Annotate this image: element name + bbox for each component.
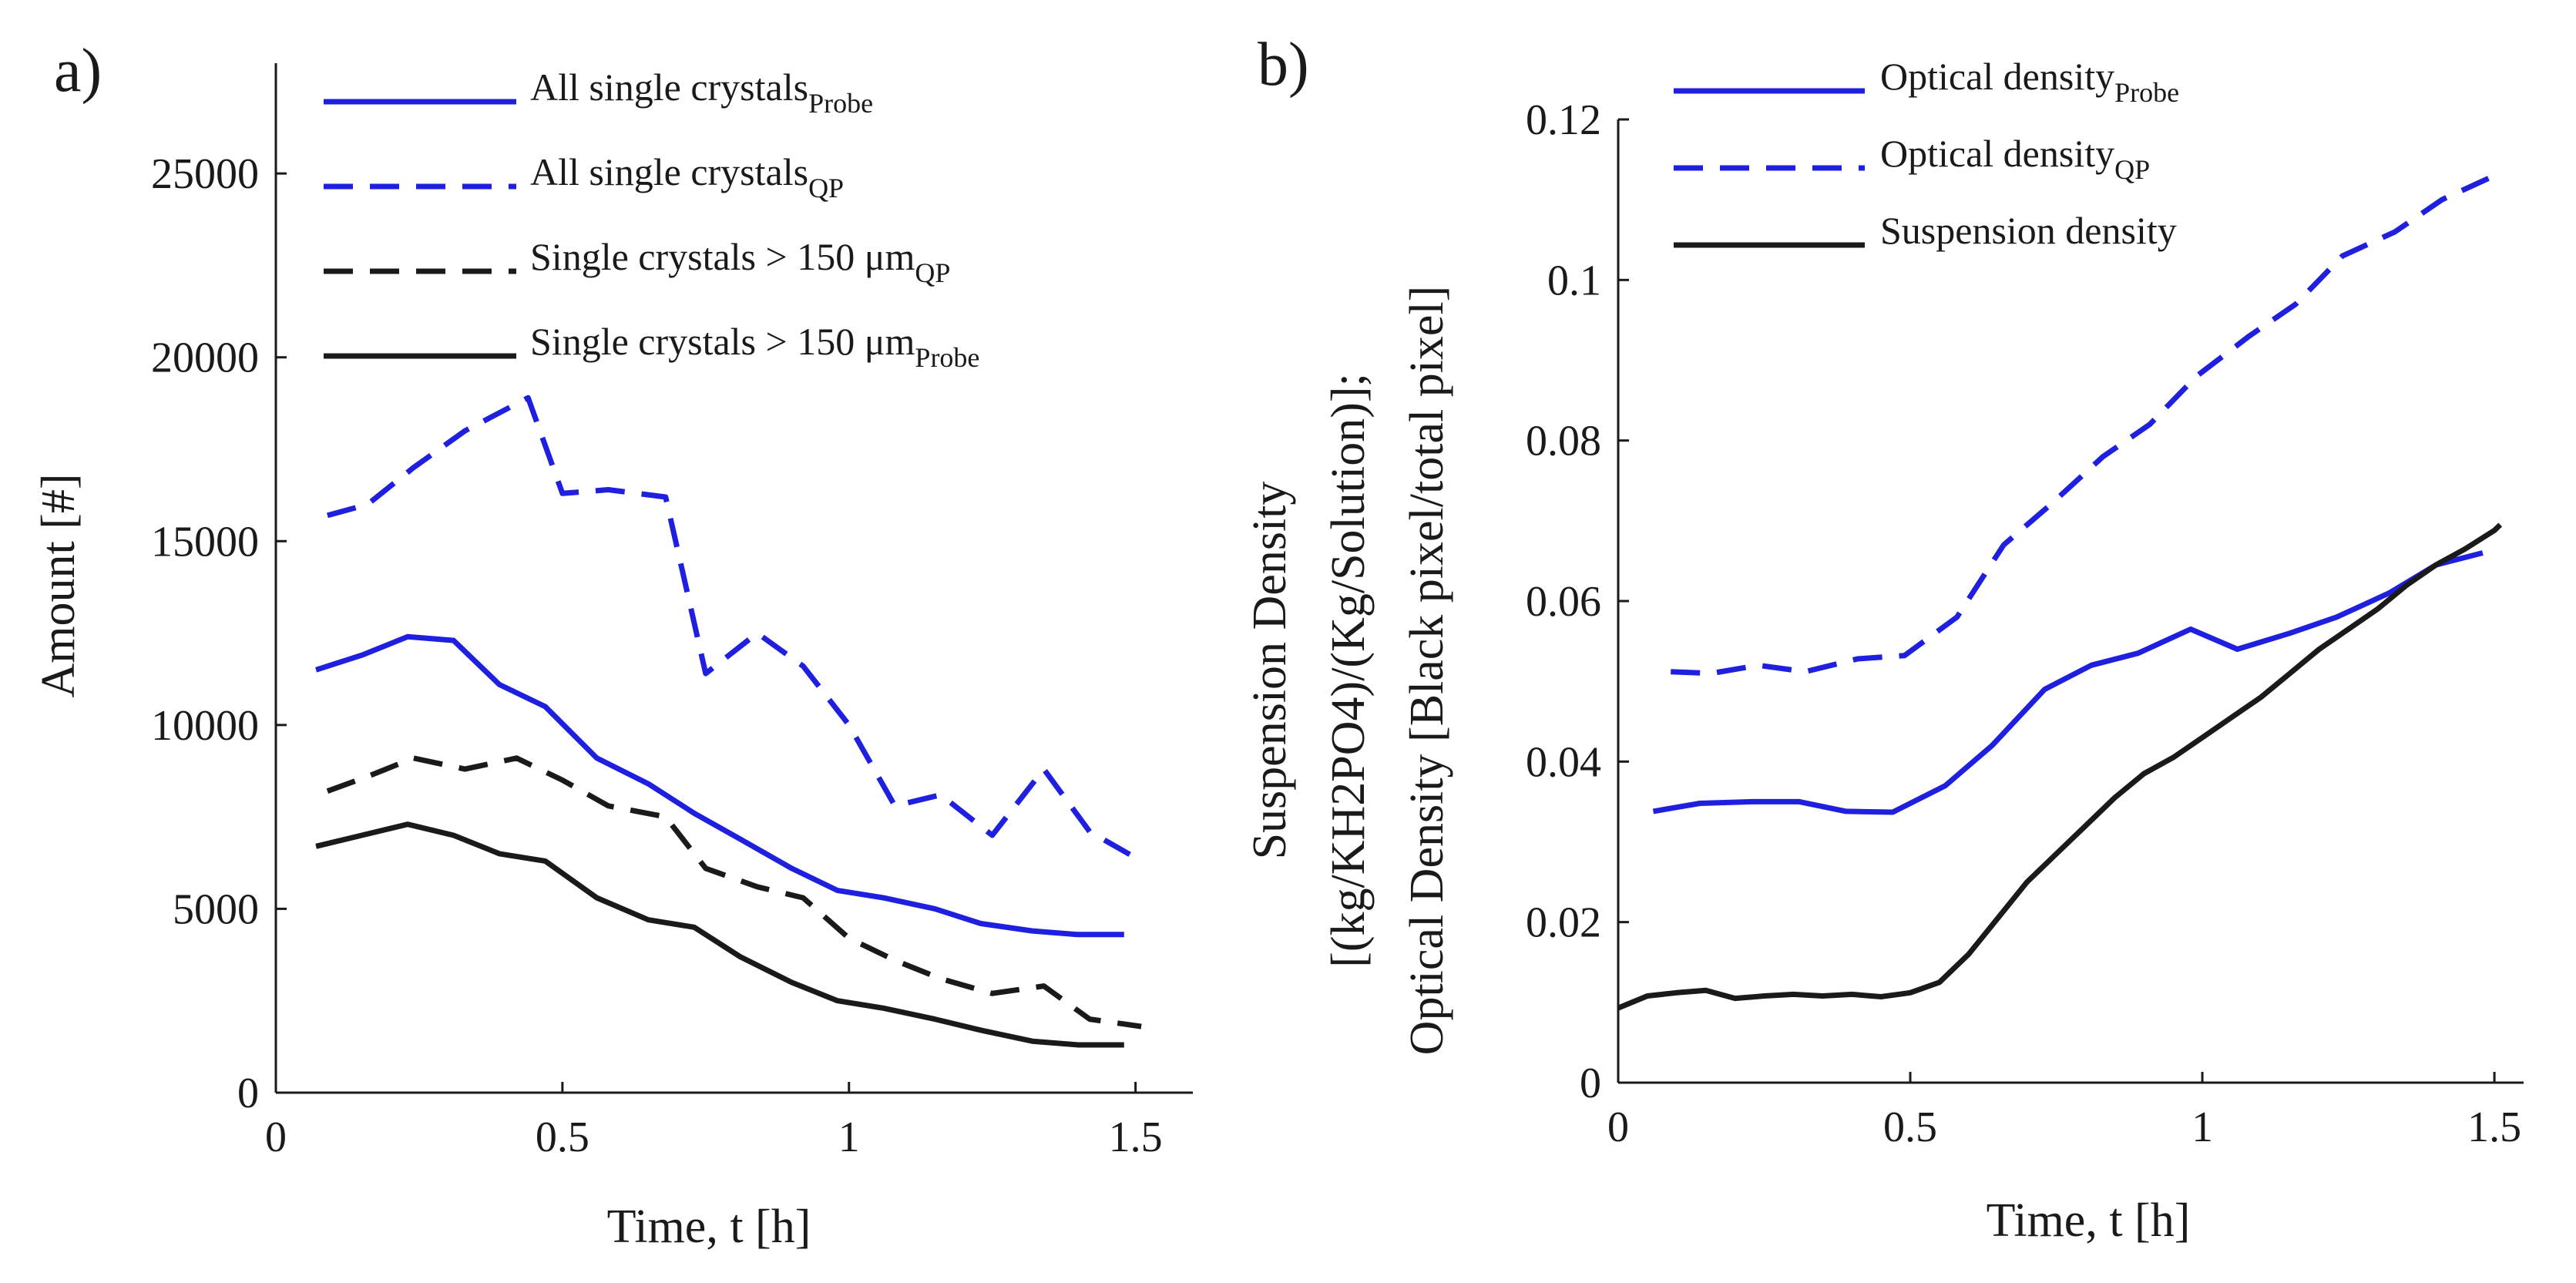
panel-a-y-tick-label: 20000: [151, 334, 259, 382]
panel-b: b) 0 0.5 1 1.5 0 0.02 0.04 0.06 0.08 0.1 0.12 Opti…: [1244, 31, 2524, 1247]
panel-a-x-tick-label: 1.5: [1109, 1113, 1163, 1161]
panel-b-x-tick-label: 1.5: [2467, 1103, 2521, 1151]
legend-label: Optical density: [1880, 55, 2114, 98]
panel-a-series: [315, 395, 1143, 1048]
legend-label: Single crystals > 150 μm: [530, 235, 915, 278]
panel-a-x-tick-label: 0.5: [536, 1113, 589, 1161]
panel-a-legend-entry-3: Single crystals > 150 μmProbe: [530, 320, 979, 373]
panel-a-x-tick-label: 0: [265, 1113, 287, 1161]
panel-b-legend-entry-0: Optical densityProbe: [1880, 55, 2179, 108]
panel-a-series-line-3: [315, 821, 1124, 1048]
legend-label: Suspension density: [1880, 209, 2177, 252]
panel-a-legend-entry-0: All single crystalsProbe: [530, 65, 873, 119]
panel-b-y-tick-label: 0: [1580, 1060, 1601, 1107]
panel-b-y-tick-label: 0.02: [1526, 899, 1601, 947]
panel-b-series: [1617, 173, 2503, 1011]
panel-b-y-axis-label-line-1: Suspension Density: [1244, 482, 1296, 860]
panel-a-series-line-2: [326, 755, 1142, 1029]
panel-b-y-tick-label: 0.08: [1526, 418, 1601, 465]
panel-a-x-tick-label: 1: [838, 1113, 860, 1161]
panel-a-legend-entry-2: Single crystals > 150 μmQP: [530, 235, 950, 288]
panel-b-y-tick-label: 0.04: [1526, 738, 1601, 786]
panel-a-y-axis-label: Amount [#]: [32, 473, 85, 697]
panel-b-label: b): [1258, 31, 1309, 99]
panel-a-legend-entry-1: All single crystalsQP: [530, 150, 844, 203]
panel-b-series-line-1: [1671, 173, 2496, 677]
panel-a-label: a): [54, 37, 102, 105]
panel-a-y-tick-label: 10000: [151, 702, 259, 750]
panel-b-x-tick-label: 1: [2191, 1103, 2213, 1151]
legend-subscript: QP: [2114, 154, 2150, 185]
legend-label: Single crystals > 150 μm: [530, 320, 915, 363]
legend-subscript: Probe: [2114, 77, 2179, 108]
legend-label: All single crystals: [530, 65, 808, 109]
panel-b-legend-entry-2: Suspension density: [1880, 209, 2177, 252]
legend-subscript: QP: [915, 257, 950, 288]
panel-a-y-tick-label: 0: [237, 1070, 259, 1117]
legend-label: All single crystals: [530, 150, 808, 193]
panel-a-y-tick-label: 15000: [151, 518, 259, 566]
panel-a-y-tick-label: 5000: [173, 885, 259, 933]
panel-a-x-axis-label: Time, t [h]: [607, 1201, 811, 1253]
panel-a: a) 0 0.5 1 1.5 0 5000 10000 15000 20000 25000 All…: [32, 37, 1193, 1253]
panel-b-y-tick-label: 0.12: [1526, 96, 1601, 144]
panel-b-x-tick-label: 0.5: [1883, 1103, 1937, 1151]
panel-b-axes: 0 0.5 1 1.5 0 0.02 0.04 0.06 0.08 0.1 0.12: [1526, 96, 2524, 1151]
legend-subscript: Probe: [808, 88, 873, 119]
panel-a-series-line-0: [315, 633, 1124, 938]
legend-subscript: Probe: [915, 342, 979, 373]
legend-label: Optical density: [1880, 132, 2114, 175]
panel-a-series-line-1: [326, 395, 1143, 864]
panel-b-x-tick-label: 0: [1607, 1103, 1629, 1151]
panel-a-y-tick-label: 25000: [151, 150, 259, 198]
panel-b-series-line-2: [1617, 522, 2503, 1011]
panel-b-y-axis-label-line-2: [(kg/KH2PO4)/(Kg/Solution)];: [1322, 373, 1375, 968]
panel-b-series-line-0: [1652, 550, 2484, 815]
legend-subscript: QP: [808, 173, 844, 203]
panel-a-axes: 0 0.5 1 1.5 0 5000 10000 15000 20000 25000: [151, 63, 1193, 1161]
panel-b-y-tick-label: 0.1: [1547, 257, 1601, 304]
panel-b-legend-entry-1: Optical densityQP: [1880, 132, 2150, 185]
panel-b-x-axis-label: Time, t [h]: [1987, 1194, 2191, 1247]
panel-b-y-axis-label-line-3: Optical Density [Black pixel/total pixel…: [1401, 286, 1453, 1056]
panel-b-y-tick-label: 0.06: [1526, 578, 1601, 626]
